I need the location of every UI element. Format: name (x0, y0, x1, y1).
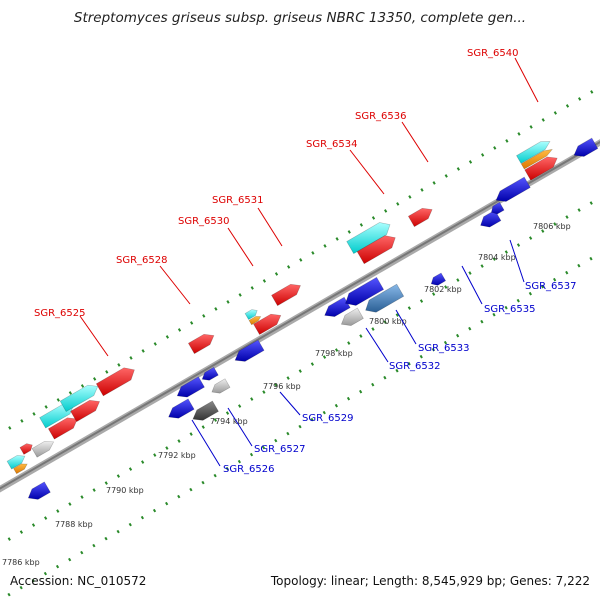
gene-label-reverse: SGR_6537 (525, 281, 577, 292)
gene-feature (324, 296, 351, 317)
gene-label-reverse: SGR_6526 (223, 464, 275, 475)
gene-feature (47, 417, 78, 440)
gene-label-forward: SGR_6531 (212, 195, 264, 206)
scale-tick-label: 7800 kbp (369, 317, 407, 326)
gene-feature (6, 455, 26, 470)
leader-line-reverse (395, 309, 417, 345)
gene-feature (168, 398, 195, 419)
gene-label-forward: SGR_6530 (178, 216, 230, 227)
scale-tick-label: 7802 kbp (424, 285, 462, 294)
scale-tick-label: 7804 kbp (478, 253, 516, 262)
gene-feature (573, 137, 599, 157)
gene-feature (365, 283, 405, 313)
gene-feature (340, 307, 364, 326)
gene-feature (430, 272, 447, 286)
gene-feature (520, 148, 553, 170)
leader-line-reverse (509, 239, 525, 283)
leader-line-reverse (191, 419, 221, 467)
gene-feature (248, 316, 262, 326)
scale-tick-label: 7792 kbp (158, 451, 196, 460)
gene-feature (234, 339, 265, 362)
gene-feature (201, 366, 219, 381)
gene-label-forward: SGR_6534 (306, 139, 358, 150)
genome-summary-text: Topology: linear; Length: 8,545,929 bp; … (270, 574, 590, 588)
scale-tick-label: 7786 kbp (2, 558, 40, 567)
map-title: Streptomyces griseus subsp. griseus NBRC… (73, 10, 527, 26)
leader-line-forward (514, 57, 539, 103)
chromosome-axis (0, 139, 600, 493)
gene-feature (271, 283, 301, 307)
scale-tick-label: 7806 kbp (533, 222, 571, 231)
gene-feature (95, 367, 135, 397)
gene-label-forward: SGR_6540 (467, 48, 519, 59)
leader-line-forward (159, 265, 191, 305)
accession-text: Accession: NC_010572 (10, 574, 147, 588)
dotted-guide-0 (0, 85, 600, 436)
scale-tick-label: 7796 kbp (263, 382, 301, 391)
leader-line-forward (227, 227, 254, 267)
gene-feature (187, 333, 215, 355)
gene-feature (253, 313, 282, 335)
scale-tick-label: 7798 kbp (315, 349, 353, 358)
gene-feature (491, 201, 505, 215)
gene-feature (524, 156, 558, 181)
scale-ticks: 7786 kbp 7788 kbp 7790 kbp 7792 kbp 7794 kbp… (2, 222, 571, 567)
gene-feature (356, 235, 396, 265)
gene-label-reverse: SGR_6533 (418, 343, 470, 354)
leader-line-forward (349, 149, 385, 195)
scale-tick-label: 7788 kbp (55, 520, 93, 529)
gene-features (6, 137, 599, 500)
gene-feature (516, 141, 551, 164)
scale-tick-label: 7794 kbp (210, 417, 248, 426)
gene-feature (176, 376, 205, 398)
gene-label-forward: SGR_6528 (116, 255, 168, 266)
leader-line-forward (257, 207, 283, 247)
gene-feature (19, 443, 33, 455)
leader-line-reverse (461, 265, 483, 305)
gene-label-forward: SGR_6525 (34, 308, 86, 319)
gene-feature (59, 384, 99, 412)
gene-feature (244, 309, 258, 320)
gene-label-forward: SGR_6536 (355, 111, 407, 122)
gene-feature (211, 378, 231, 394)
leader-line-forward (79, 315, 109, 357)
leader-line-forward (401, 121, 429, 163)
gene-feature (27, 481, 51, 500)
gene-label-reverse: SGR_6532 (389, 361, 441, 372)
leader-line-reverse (279, 391, 301, 416)
gene-label-reverse: SGR_6535 (484, 304, 536, 315)
gene-feature (192, 400, 219, 421)
gene-label-reverse: SGR_6529 (302, 413, 354, 424)
gene-feature (70, 399, 101, 423)
gene-feature (13, 463, 28, 475)
label-leader-lines (79, 57, 539, 467)
leader-line-reverse (365, 327, 389, 363)
scale-tick-label: 7790 kbp (106, 486, 144, 495)
gene-feature (345, 276, 385, 306)
dotted-guide-1 (0, 196, 600, 547)
gene-feature (407, 207, 433, 228)
gene-labels: SGR_6525 SGR_6528 SGR_6530 SGR_6531 SGR_6534… (34, 48, 577, 475)
gene-feature (31, 441, 55, 458)
axis-line-core (0, 140, 600, 490)
gene-feature (495, 176, 531, 202)
gene-feature (346, 222, 391, 255)
gene-label-reverse: SGR_6527 (254, 444, 306, 455)
leader-line-reverse (227, 407, 253, 447)
